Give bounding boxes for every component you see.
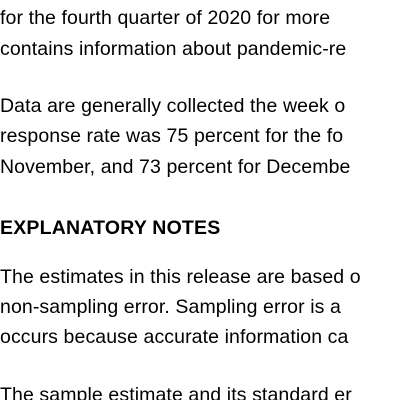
paragraph-2-line-3: November, and 73 percent for Decembe	[0, 156, 351, 178]
paragraph-3-line-2: non-sampling error. Sampling error is a	[0, 296, 341, 318]
paragraph-3-line-1: The estimates in this release are based …	[0, 266, 361, 288]
paragraph-1-line-2: contains information about pandemic-re	[0, 38, 347, 60]
paragraph-2-line-1: Data are generally collected the week o	[0, 95, 346, 117]
paragraph-3-line-3: occurs because accurate information ca	[0, 326, 349, 348]
paragraph-2-line-2: response rate was 75 percent for the fo	[0, 125, 344, 147]
section-heading: EXPLANATORY NOTES	[0, 217, 221, 239]
paragraph-4-line-1: The sample estimate and its standard er	[0, 384, 352, 400]
paragraph-1-line-1: for the fourth quarter of 2020 for more	[0, 7, 331, 29]
